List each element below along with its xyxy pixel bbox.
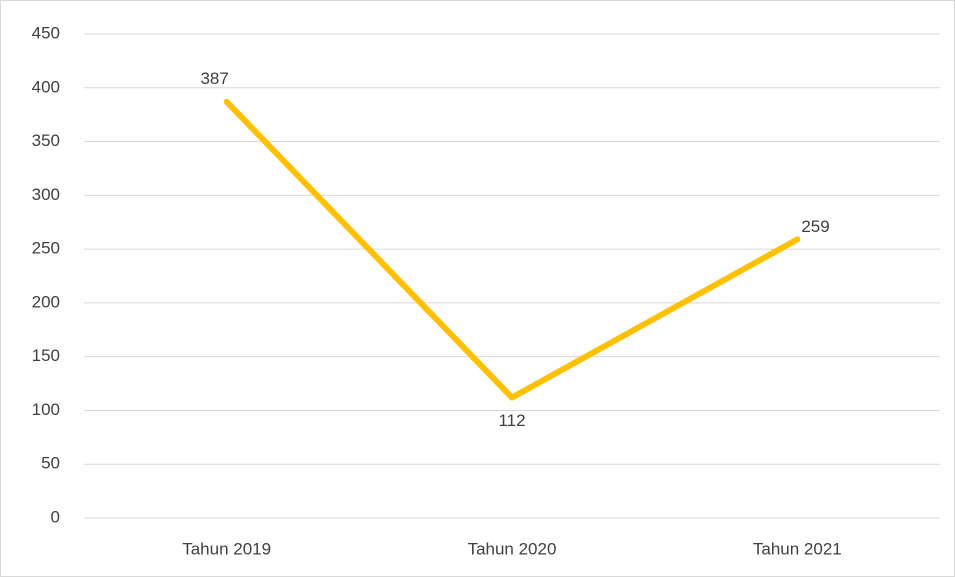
x-tick-label: Tahun 2020 — [468, 539, 557, 558]
x-tick-label: Tahun 2021 — [753, 539, 842, 558]
data-label: 387 — [200, 69, 228, 88]
y-tick-label: 50 — [41, 454, 60, 473]
y-tick-label: 0 — [51, 507, 60, 526]
y-tick-label: 350 — [32, 131, 60, 150]
y-tick-label: 100 — [32, 400, 60, 419]
x-tick-label: Tahun 2019 — [182, 539, 271, 558]
data-label: 112 — [498, 411, 525, 430]
y-tick-label: 150 — [32, 346, 60, 365]
y-tick-label: 400 — [32, 77, 60, 96]
y-tick-label: 300 — [32, 185, 60, 204]
y-tick-label: 450 — [32, 23, 60, 42]
data-label: 259 — [801, 217, 829, 236]
line-series — [223, 98, 801, 401]
y-tick-label: 200 — [32, 292, 60, 311]
y-tick-label: 250 — [32, 239, 60, 258]
